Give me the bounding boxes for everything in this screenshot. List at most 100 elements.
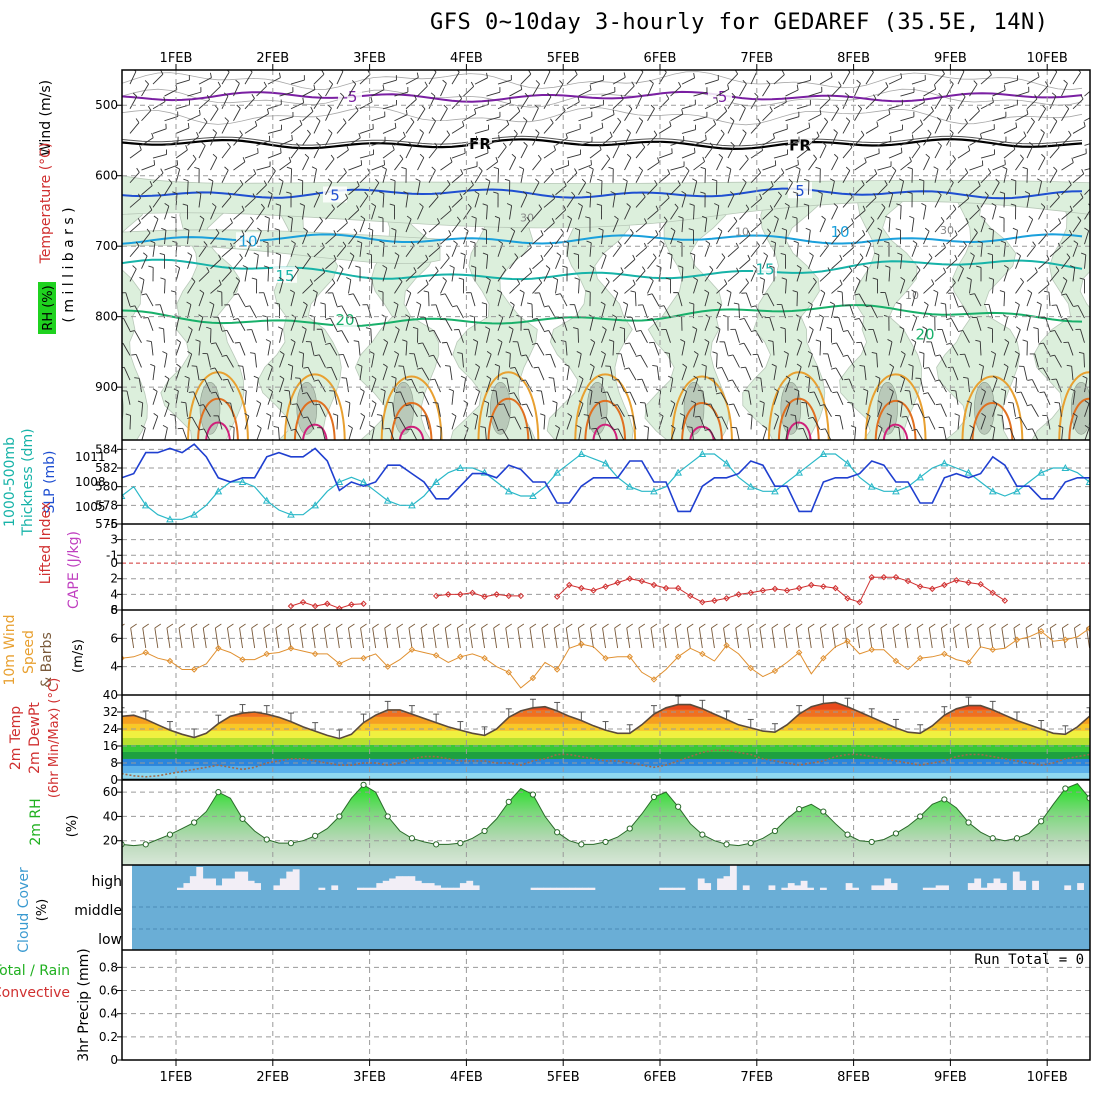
wind-barb-flag	[567, 215, 572, 220]
wind-barb-flag	[1066, 364, 1072, 367]
wind-barb-flag	[394, 252, 400, 256]
wind-barb	[330, 318, 338, 331]
barb-staff	[142, 627, 147, 649]
wind-barb-flag	[246, 240, 251, 245]
wind-barb	[796, 149, 809, 159]
wind-barb	[543, 149, 556, 159]
rh-marker	[529, 791, 537, 798]
wind-barb-flag	[522, 191, 528, 196]
wind-barb-flag	[980, 215, 986, 220]
wind-barb-flag	[601, 122, 604, 128]
thickness-marker	[795, 468, 803, 476]
wind-barb	[256, 254, 259, 269]
wind-barb-flag	[605, 277, 610, 283]
high-cloud-bar	[987, 883, 994, 890]
wind-barb-flag	[336, 305, 342, 308]
wind-barb	[1038, 108, 1047, 121]
wind-barb	[819, 121, 829, 134]
wind-barb	[486, 378, 492, 393]
wind-barb-flag	[909, 215, 915, 219]
wind-barb	[992, 89, 1006, 97]
wind-barb	[946, 234, 958, 245]
wind-barb	[877, 207, 886, 220]
wind-barb	[635, 120, 644, 134]
wind-barb-flag	[345, 400, 351, 404]
wind-barb	[394, 114, 408, 122]
wind-barb-flag	[587, 388, 593, 392]
wind-barb-flag	[208, 178, 214, 182]
wind-barb-flag	[669, 121, 672, 127]
wind-barb-flag	[176, 363, 181, 368]
wind-barb-flag	[1037, 72, 1040, 78]
wind-barb	[382, 390, 386, 405]
wind-barb	[946, 259, 958, 270]
wind-barb	[428, 170, 436, 183]
wind-barb	[1072, 126, 1086, 134]
wind-barb	[348, 279, 352, 294]
wind-barb	[244, 152, 259, 159]
wind-barb	[699, 416, 706, 430]
wind-barb-flag	[1028, 215, 1033, 220]
wind-barb	[757, 354, 763, 368]
wind-barb	[609, 366, 614, 381]
cloud-layer-label: middle	[74, 903, 122, 919]
wind-barb-flag	[486, 375, 492, 380]
wind-marker	[602, 654, 609, 662]
wind-barb-flag	[821, 215, 826, 220]
wind-barb-flag	[227, 192, 232, 197]
high-cloud-bar	[222, 878, 229, 890]
wind-barb-flag	[327, 104, 332, 109]
wind-barb	[175, 316, 180, 331]
wind-barb	[693, 139, 707, 146]
wind-barb-flag	[702, 156, 706, 162]
wind-marker	[384, 663, 391, 670]
wind-barb	[681, 152, 696, 159]
wind-barb-flag	[827, 267, 831, 273]
wind-barb	[509, 230, 516, 245]
wind-barb-flag	[681, 109, 684, 115]
wind-barb-flag	[1055, 143, 1060, 148]
wind-barb-flag	[643, 425, 649, 428]
rh-marker	[505, 798, 512, 805]
lifted-index-marker	[578, 584, 585, 592]
rh-legend-swatch	[38, 282, 56, 334]
wind-barb	[244, 197, 256, 208]
wind-barb	[658, 98, 670, 110]
wind-barb	[152, 391, 158, 405]
wind-barb	[520, 120, 528, 134]
wind-barb	[934, 120, 942, 134]
wind-barb-flag	[371, 202, 376, 207]
wind-barb	[256, 428, 262, 440]
wind-barb-flag	[797, 159, 799, 165]
wind-barb-flag	[1084, 400, 1090, 404]
wind-barb-flag	[457, 352, 463, 354]
wind-barb-flag	[724, 279, 728, 285]
wind-barb	[1019, 417, 1028, 430]
wind-barb	[528, 329, 533, 343]
y-tick-label: -1	[106, 548, 118, 562]
wind-barb	[762, 137, 775, 146]
warm-isotherm	[689, 425, 715, 440]
wind-barb-flag	[1010, 203, 1016, 206]
high-cloud-bar	[974, 878, 982, 890]
wind-barb	[325, 208, 335, 220]
wind-barb	[1026, 219, 1034, 233]
wind-barb	[359, 154, 374, 159]
wind-barb-flag	[162, 425, 168, 429]
wind-barb	[1054, 330, 1062, 343]
wind-barb-flag	[922, 326, 928, 330]
wind-barb	[321, 329, 326, 343]
wind-barb-flag	[728, 354, 734, 357]
wind-barb	[428, 222, 440, 233]
wind-barb	[1015, 158, 1024, 171]
wind-barb	[635, 170, 643, 183]
rh-marker	[457, 840, 464, 847]
wind-barb	[210, 206, 217, 220]
wind-barb	[325, 83, 334, 97]
wind-barb-flag	[837, 228, 841, 234]
wind-barb-flag	[844, 378, 850, 381]
wind-barb-flag	[527, 302, 533, 305]
wind-barb-flag	[934, 379, 940, 382]
wind-barb	[842, 71, 851, 85]
wind-barb-flag	[576, 425, 582, 429]
